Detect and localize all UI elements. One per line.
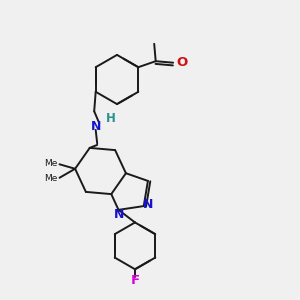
Text: O: O (177, 56, 188, 69)
Text: N: N (114, 208, 124, 221)
Text: F: F (130, 274, 140, 287)
Text: Me: Me (45, 159, 58, 168)
Text: H: H (106, 112, 116, 125)
Text: N: N (91, 120, 101, 134)
Text: Me: Me (45, 174, 58, 183)
Text: N: N (143, 198, 153, 211)
